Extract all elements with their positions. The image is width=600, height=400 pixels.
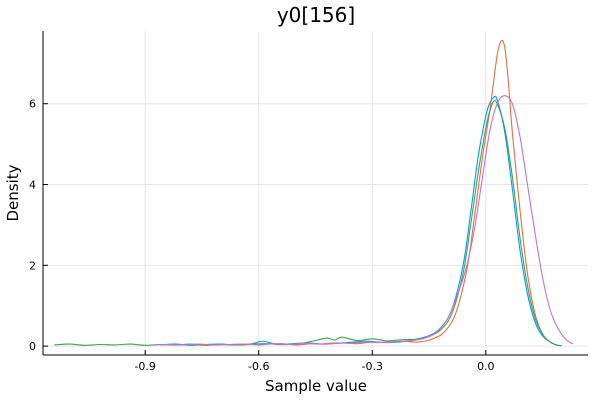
- y-tick-label: 2: [29, 259, 36, 272]
- x-tick-label: -0.3: [362, 360, 383, 373]
- density-series-3: [54, 100, 558, 346]
- y-axis-label: Density: [4, 164, 22, 221]
- x-axis-label: Sample value: [265, 377, 367, 395]
- tick-marks: -0.9 -0.6 -0.3 0.0 0 2 4 6: [29, 98, 495, 373]
- y-tick-label: 0: [29, 340, 36, 353]
- x-tick-label: -0.9: [134, 360, 155, 373]
- density-series-2: [160, 39, 558, 346]
- y-tick-label: 6: [29, 98, 36, 111]
- x-tick-label: 0.0: [477, 360, 495, 373]
- y-tick-label: 4: [29, 179, 36, 192]
- grid-lines: [43, 31, 588, 355]
- density-series-4: [152, 95, 574, 346]
- x-tick-label: -0.6: [248, 360, 269, 373]
- density-series-1: [160, 95, 562, 347]
- chart-title: y0[156]: [277, 3, 355, 27]
- series-lines: [54, 39, 574, 347]
